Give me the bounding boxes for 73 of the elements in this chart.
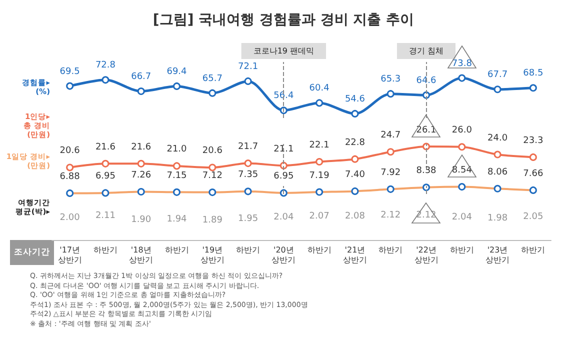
data-label: 2.07 [309, 212, 330, 222]
data-label: 21.6 [95, 142, 116, 152]
x-tick-label: 하반기 [93, 246, 118, 254]
x-tick-label: '23년 상반기 [486, 246, 510, 264]
data-label: 6.88 [60, 172, 80, 182]
data-label: 7.12 [202, 171, 222, 182]
data-label: 2.00 [60, 213, 80, 224]
data-label: 8.06 [488, 167, 508, 178]
data-label: 54.6 [344, 94, 366, 104]
data-label: 2.08 [344, 211, 366, 222]
data-label: 23.3 [523, 136, 544, 146]
data-label: 6.95 [274, 172, 294, 182]
x-tick-label: '17년 상반기 [58, 246, 82, 264]
data-label: 24.0 [488, 133, 508, 144]
data-label: 7.40 [344, 170, 366, 180]
data-label: 26.1 [416, 125, 436, 136]
data-label: 65.7 [202, 74, 222, 84]
chart-title: [그림] 국내여행 경험률과 경비 지출 추이 [152, 12, 414, 28]
x-tick-label: '22년 상반기 [414, 246, 438, 264]
data-label: 66.7 [131, 72, 152, 82]
x-tick-label: 하반기 [450, 246, 474, 254]
data-label: 72.8 [95, 60, 116, 71]
data-label: 1.90 [131, 215, 152, 226]
data-label: 65.3 [380, 74, 401, 85]
data-label: 1.94 [166, 214, 188, 224]
data-label: 6.95 [95, 172, 116, 182]
data-label: 26.0 [452, 126, 472, 136]
x-tick-label: 하반기 [521, 246, 546, 254]
x-tick-label: '20년 상반기 [272, 246, 296, 264]
data-label: 7.35 [238, 170, 258, 180]
data-label: 2.04 [452, 212, 472, 222]
data-label: 8.38 [416, 166, 437, 176]
data-label: 2.04 [274, 212, 294, 222]
data-label: 60.4 [309, 84, 330, 94]
data-label: 7.19 [309, 170, 330, 181]
data-label: 72.1 [238, 62, 258, 72]
data-label: 67.7 [488, 70, 508, 80]
data-label: 21.7 [238, 142, 258, 152]
data-label: 22.8 [344, 138, 366, 148]
data-label: 1.89 [202, 215, 223, 226]
x-tick-label: '19년 상반기 [200, 246, 224, 264]
x-tick-label: 하반기 [307, 246, 332, 254]
data-label: 8.54 [452, 166, 472, 176]
data-label: 22.1 [309, 140, 330, 151]
data-label: 7.92 [380, 168, 401, 178]
x-tick-label: 하반기 [164, 246, 189, 254]
data-label: 69.4 [166, 66, 188, 77]
x-tick-label: 하반기 [236, 246, 260, 254]
data-label: 2.05 [523, 212, 544, 222]
data-label: 7.15 [166, 170, 187, 181]
x-axis-title: 조사기간 [14, 248, 50, 258]
data-label: 68.5 [523, 68, 544, 79]
data-label: 73.8 [452, 58, 472, 69]
data-label: 56.4 [274, 91, 294, 102]
data-label: 1.98 [488, 214, 508, 224]
x-tick-label: '21년 상반기 [342, 246, 367, 264]
ref-line-label: 경기 침체 [408, 46, 444, 56]
data-label: 21.1 [274, 144, 294, 154]
data-label: 20.6 [202, 146, 223, 156]
x-tick-label: '18년 상반기 [129, 246, 154, 264]
data-label: 7.66 [523, 168, 544, 179]
data-label: 7.26 [131, 170, 152, 180]
data-label: 1.95 [238, 214, 258, 224]
data-label: 2.11 [95, 210, 116, 221]
data-label: 21.6 [131, 142, 152, 152]
data-label: 2.12 [380, 210, 401, 221]
data-label: 24.7 [380, 130, 401, 141]
ref-line-label: 코로나19 팬데믹 [253, 46, 314, 56]
x-tick-label: 하반기 [378, 246, 403, 254]
data-label: 20.6 [60, 146, 80, 156]
data-label: 2.12 [416, 210, 436, 221]
data-label: 21.0 [166, 144, 188, 155]
data-label: 69.5 [60, 66, 80, 77]
